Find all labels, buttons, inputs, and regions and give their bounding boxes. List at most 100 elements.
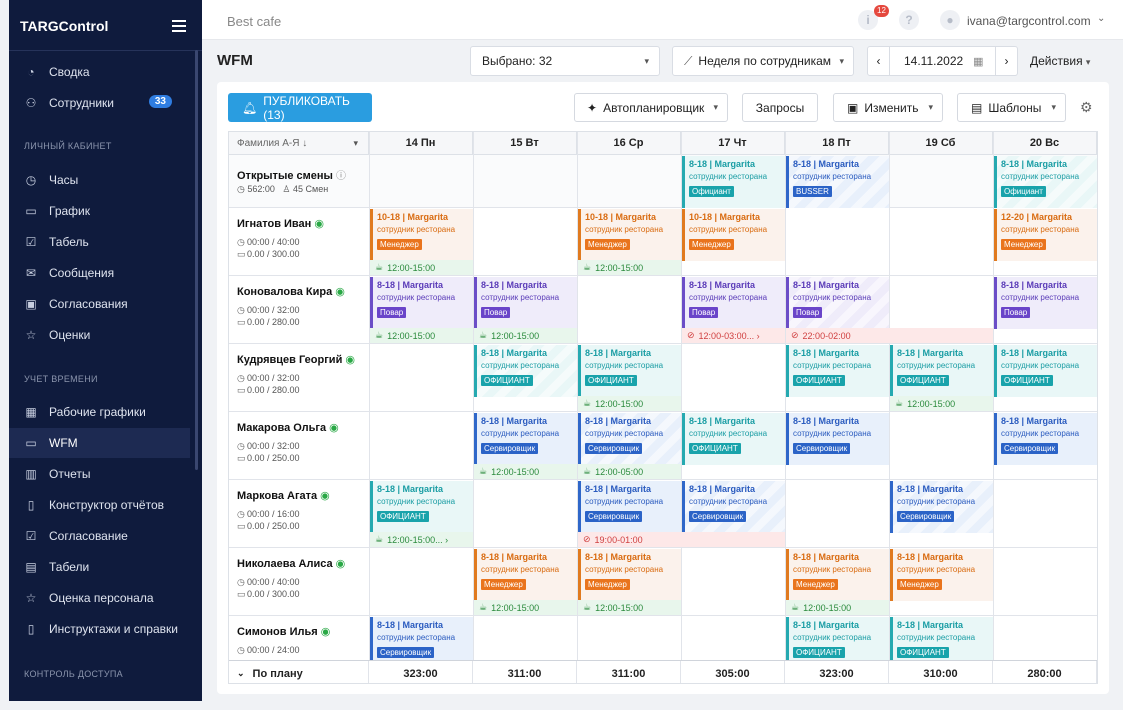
break-time-tag[interactable]: ☕︎ 12:00-15:00 (890, 396, 993, 411)
shift-card[interactable]: 8-18 | Margarita сотрудник ресторана ОФИЦИ… (786, 345, 889, 397)
gear-icon[interactable]: ⚙ (1080, 99, 1093, 115)
shift-card[interactable]: 8-18 | Margarita сотрудник ресторана Повар (370, 277, 473, 329)
eye-icon[interactable]: ◉ (335, 286, 345, 298)
break-time-tag[interactable]: ☕︎ 12:00-05:00 (578, 464, 681, 479)
shift-card[interactable]: 8-18 | Margarita сотрудник ресторана ОФИЦИ… (994, 345, 1097, 397)
sidebar-item[interactable]: ⚇ Сотрудники 33 (9, 88, 190, 118)
sidebar-item[interactable]: ◷ Часы (9, 165, 190, 195)
sidebar-item[interactable]: ☑ Табель (9, 227, 190, 257)
help-circle-icon[interactable]: ⓘ (336, 171, 346, 182)
shift-card[interactable]: 8-18 | Margarita сотрудник ресторана ОФИЦИ… (682, 413, 785, 465)
shift-card[interactable]: 8-18 | Margarita сотрудник ресторана Серви… (682, 481, 785, 533)
sort-dropdown[interactable]: Фамилия А-Я ↓ ▾ (229, 132, 369, 155)
shift-card[interactable]: 12-20 | Margarita сотрудник ресторана Мене… (994, 209, 1097, 261)
employee-name[interactable]: Симонов Илья ◉ (237, 625, 330, 638)
next-week-button[interactable]: › (995, 47, 1017, 75)
employee-name[interactable]: Коновалова Кира ◉ (237, 285, 345, 298)
employee-name[interactable]: Маркова Агата ◉ (237, 489, 330, 502)
shift-card[interactable]: 8-18 | Margarita сотрудник ресторана BUSSE… (786, 156, 889, 208)
shift-card[interactable]: 8-18 | Margarita сотрудник ресторана Менед… (474, 549, 577, 601)
shift-time: 10-18 | Margarita (585, 212, 657, 222)
sidebar-item[interactable]: ☑ Согласование (9, 521, 190, 551)
chevron-down-icon[interactable]: ⌄ (1097, 13, 1106, 24)
selection-dropdown[interactable]: Выбрано: 32 ▾ (470, 46, 660, 76)
avatar[interactable]: ● (940, 10, 960, 30)
user-email[interactable]: ivana@targcontrol.com (967, 14, 1091, 28)
shift-card[interactable]: 10-18 | Margarita сотрудник ресторана Мене… (370, 209, 473, 261)
sidebar-item[interactable]: ▤ Табели (9, 552, 190, 582)
shift-card[interactable]: 8-18 | Margarita сотрудник ресторана Серви… (994, 413, 1097, 465)
break-time-tag[interactable]: ☕︎ 12:00-15:00 (474, 328, 577, 343)
view-dropdown[interactable]: ⟋ Неделя по сотрудникам ▾ (672, 46, 854, 76)
shift-card[interactable]: 8-18 | Margarita сотрудник ресторана Серви… (578, 481, 681, 533)
shift-card[interactable]: 8-18 | Margarita сотрудник ресторана Менед… (890, 549, 993, 601)
sidebar-item[interactable]: ☆ Оценка персонала (9, 583, 190, 613)
shift-card[interactable]: 8-18 | Margarita сотрудник ресторана Серви… (474, 413, 577, 465)
shift-card[interactable]: 8-18 | Margarita сотрудник ресторана Офици… (682, 156, 785, 208)
shift-card[interactable]: 8-18 | Margarita сотрудник ресторана ОФИЦИ… (890, 345, 993, 397)
shift-card[interactable]: 8-18 | Margarita сотрудник ресторана Повар (474, 277, 577, 329)
shift-card[interactable]: 10-18 | Margarita сотрудник ресторана Мене… (578, 209, 681, 261)
break-time-tag[interactable]: ☕︎ 12:00-15:00 (474, 464, 577, 479)
break-time-tag[interactable]: ☕︎ 12:00-15:00 (370, 328, 473, 343)
sidebar-item[interactable]: ▣ Согласования (9, 289, 190, 319)
shift-card[interactable]: 8-18 | Margarita сотрудник ресторана Повар (682, 277, 785, 329)
eye-icon[interactable]: ◉ (320, 490, 330, 502)
date-picker[interactable]: ‹ 14.11.2022 ▦ › (867, 46, 1018, 76)
shift-card[interactable]: 8-18 | Margarita сотрудник ресторана Повар (994, 277, 1097, 329)
eye-icon[interactable]: ◉ (329, 422, 339, 434)
eye-icon[interactable]: ◉ (345, 354, 355, 366)
eye-icon[interactable]: ◉ (314, 218, 324, 230)
employee-name[interactable]: Николаева Алиса ◉ (237, 557, 345, 570)
sidebar-item[interactable]: ▦ Рабочие графики (9, 397, 190, 427)
sidebar-scrollbar[interactable] (195, 50, 198, 470)
sidebar-item[interactable]: ▯ Конструктор отчётов (9, 490, 190, 520)
shift-card[interactable]: 8-18 | Margarita сотрудник ресторана ОФИЦИ… (578, 345, 681, 397)
shift-card[interactable]: 8-18 | Margarita сотрудник ресторана ОФИЦИ… (370, 481, 473, 533)
requests-button[interactable]: Запросы (742, 93, 818, 122)
shift-card[interactable]: 8-18 | Margarita сотрудник ресторана Серви… (890, 481, 993, 533)
overtime-tag[interactable]: ⊘ 22:00-02:00 (786, 328, 993, 343)
shift-card[interactable]: 8-18 | Margarita сотрудник ресторана ОФИЦИ… (474, 345, 577, 397)
edit-button[interactable]: ▣ Изменить ▾ (833, 93, 943, 122)
break-time-tag[interactable]: ☕︎ 12:00-15:00 (370, 260, 473, 275)
sidebar-item[interactable]: ▯ Инструктажи и справки (9, 614, 190, 644)
shift-card[interactable]: 8-18 | Margarita сотрудник ресторана Менед… (786, 549, 889, 601)
employee-name[interactable]: Игнатов Иван ◉ (237, 217, 324, 230)
eye-icon[interactable]: ◉ (335, 558, 346, 570)
publish-button[interactable]: 🔔︎ ПУБЛИКОВАТЬ (13) (228, 93, 372, 122)
break-time-tag[interactable]: ☕︎ 12:00-15:00 (474, 600, 577, 615)
info-icon[interactable]: i (858, 10, 878, 30)
break-time-tag[interactable]: ☕︎ 12:00-15:00 (578, 396, 681, 411)
employee-name[interactable]: Макарова Ольга ◉ (237, 421, 339, 434)
break-time-tag[interactable]: ☕︎ 12:00-15:00 (578, 600, 681, 615)
sidebar-item[interactable]: ▥ Отчеты (9, 459, 190, 489)
break-time-tag[interactable]: ☕︎ 12:00-15:00... › (370, 532, 473, 547)
shift-card[interactable]: 8-18 | Margarita сотрудник ресторана Серви… (578, 413, 681, 465)
autoplanner-button[interactable]: ✦ Автопланировщик ▾ (574, 93, 728, 122)
calendar-icon[interactable]: ▦ (973, 55, 984, 68)
eye-icon[interactable]: ◉ (320, 626, 331, 638)
templates-button[interactable]: ▤ Шаблоны ▾ (957, 93, 1066, 122)
sidebar-item[interactable]: ▭ WFM (9, 428, 190, 458)
prev-week-button[interactable]: ‹ (868, 47, 890, 75)
break-time-tag[interactable]: ☕︎ 12:00-15:00 (578, 260, 681, 275)
sidebar-item[interactable]: ◔ Сводка (9, 57, 190, 87)
actions-menu[interactable]: Действия ▾ (1030, 54, 1090, 68)
overtime-tag[interactable]: ⊘ 12:00-03:00... › (682, 328, 785, 343)
date-value[interactable]: 14.11.2022 (904, 54, 964, 68)
overtime-tag[interactable]: ⊘ 19:00-01:00 (578, 532, 785, 547)
shift-card[interactable]: 8-18 | Margarita сотрудник ресторана Офици… (994, 156, 1097, 208)
help-icon[interactable]: ? (899, 10, 919, 30)
sidebar-item[interactable]: ☆ Оценки (9, 320, 190, 350)
shift-card[interactable]: 10-18 | Margarita сотрудник ресторана Мене… (682, 209, 785, 261)
employee-name[interactable]: Кудрявцев Георгий ◉ (237, 353, 355, 366)
break-time-tag[interactable]: ☕︎ 12:00-15:00 (786, 600, 889, 615)
sidebar-item[interactable]: ✉ Сообщения (9, 258, 190, 288)
shift-card[interactable]: 8-18 | Margarita сотрудник ресторана Серви… (786, 413, 889, 465)
shift-card[interactable]: 8-18 | Margarita сотрудник ресторана Менед… (578, 549, 681, 601)
menu-icon[interactable] (172, 20, 186, 32)
sidebar-item[interactable]: ▭ График (9, 196, 190, 226)
shift-card[interactable]: 8-18 | Margarita сотрудник ресторана Повар (786, 277, 889, 329)
plan-toggle[interactable]: ⌄ По плану (229, 661, 369, 683)
